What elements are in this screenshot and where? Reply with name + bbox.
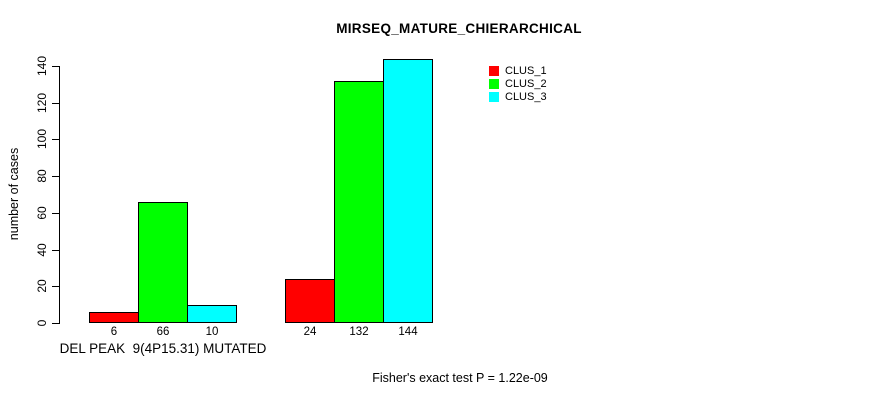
y-axis-tick xyxy=(52,139,59,140)
legend-label: CLUS_2 xyxy=(505,77,547,90)
legend-color-swatch xyxy=(489,78,499,89)
y-axis-tick-label: 80 xyxy=(35,169,49,183)
bar-value-label: 66 xyxy=(156,326,170,338)
bar-value-label: 6 xyxy=(110,326,118,338)
bar xyxy=(89,312,139,323)
bar xyxy=(334,81,384,323)
y-axis-tick-label: 120 xyxy=(35,92,49,114)
y-axis-tick-label: 100 xyxy=(35,128,49,150)
y-axis-tick-label: 40 xyxy=(35,243,49,257)
bar xyxy=(138,202,188,323)
bar xyxy=(285,279,335,323)
bar-value-label: 144 xyxy=(398,326,418,338)
bar-value-label: 24 xyxy=(303,326,317,338)
y-axis-tick-label: 20 xyxy=(35,279,49,293)
y-axis-tick xyxy=(52,66,59,67)
fisher-test-annotation: Fisher's exact test P = 1.22e-09 xyxy=(372,371,548,385)
y-axis-tick xyxy=(52,323,59,324)
y-axis-tick-label: 140 xyxy=(35,55,49,77)
y-axis-tick-label: 0 xyxy=(35,319,49,327)
legend-label: CLUS_1 xyxy=(505,64,547,77)
legend-color-swatch xyxy=(489,91,499,102)
legend-label: CLUS_3 xyxy=(505,90,547,103)
y-axis-tick xyxy=(52,213,59,214)
x-group-label: DEL PEAK 9(4P15.31) MUTATED xyxy=(59,341,267,356)
bar xyxy=(187,305,237,323)
legend-color-swatch xyxy=(489,65,499,76)
y-axis-tick xyxy=(52,176,59,177)
bar-value-label: 10 xyxy=(205,326,219,338)
y-axis-tick xyxy=(52,250,59,251)
y-axis-tick xyxy=(52,103,59,104)
chart-title: MIRSEQ_MATURE_CHIERARCHICAL xyxy=(336,21,582,36)
y-axis-tick xyxy=(52,286,59,287)
legend-item: CLUS_3 xyxy=(489,90,547,103)
legend-item: CLUS_2 xyxy=(489,77,547,90)
y-axis-title: number of cases xyxy=(7,147,21,241)
legend-item: CLUS_1 xyxy=(489,64,547,77)
y-axis-tick-label: 60 xyxy=(35,206,49,220)
legend: CLUS_1 CLUS_2 CLUS_3 xyxy=(489,64,547,103)
y-axis-line xyxy=(59,66,60,324)
bar-value-label: 132 xyxy=(349,326,369,338)
bar xyxy=(383,59,433,323)
